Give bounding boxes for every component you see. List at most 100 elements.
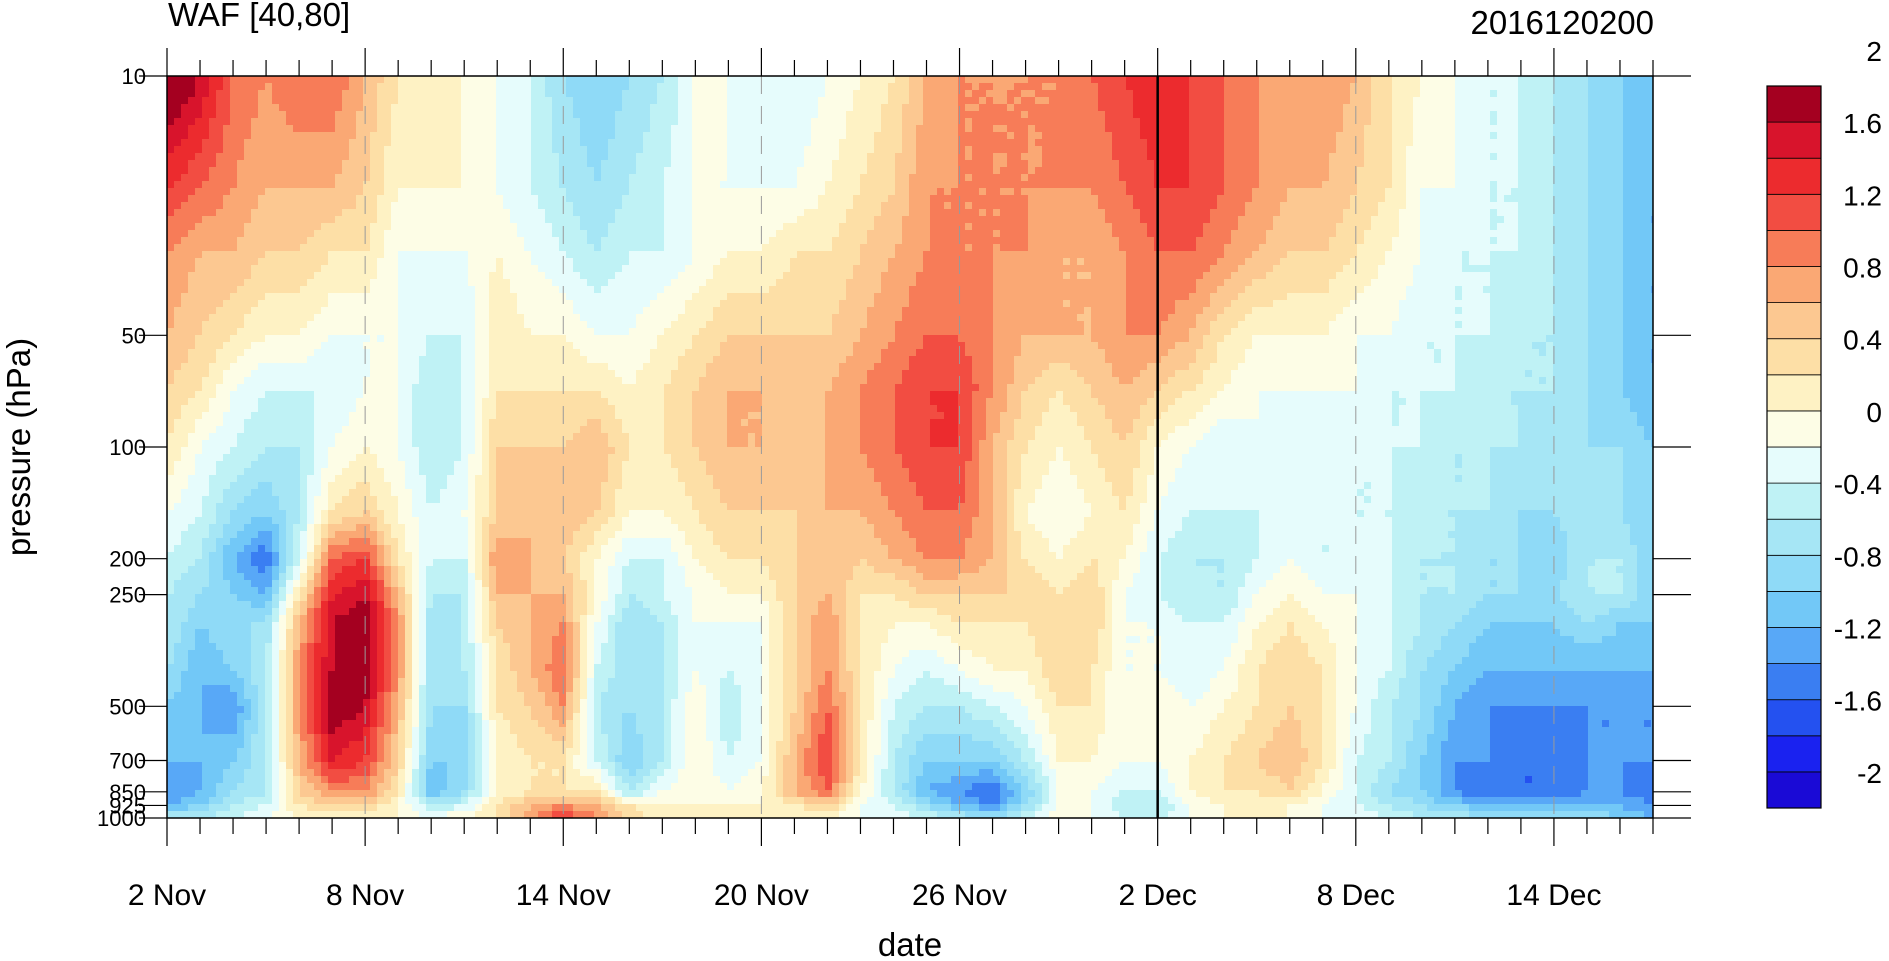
field-cell bbox=[839, 76, 847, 84]
field-cell bbox=[1469, 195, 1477, 203]
field-cell bbox=[1567, 167, 1575, 175]
field-cell bbox=[1301, 125, 1309, 133]
field-cell bbox=[1644, 216, 1652, 224]
field-cell bbox=[300, 202, 308, 210]
field-cell bbox=[1035, 216, 1043, 224]
field-cell bbox=[237, 174, 245, 182]
field-cell bbox=[1385, 202, 1393, 210]
field-cell bbox=[426, 139, 434, 147]
field-cell bbox=[510, 132, 518, 140]
field-cell bbox=[1371, 132, 1379, 140]
field-cell bbox=[328, 181, 336, 189]
field-cell bbox=[797, 230, 805, 238]
field-cell bbox=[1406, 230, 1414, 238]
field-cell bbox=[1014, 111, 1022, 119]
field-cell bbox=[797, 181, 805, 189]
field-cell bbox=[1308, 181, 1316, 189]
field-cell bbox=[1056, 153, 1064, 161]
field-cell bbox=[1427, 174, 1435, 182]
field-cell bbox=[377, 230, 385, 238]
field-cell bbox=[741, 174, 749, 182]
field-cell bbox=[1224, 223, 1232, 231]
field-cell bbox=[1420, 167, 1428, 175]
field-cell bbox=[657, 167, 665, 175]
field-cell bbox=[377, 83, 385, 91]
field-cell bbox=[972, 104, 980, 112]
field-cell bbox=[216, 230, 224, 238]
field-cell bbox=[629, 174, 637, 182]
field-cell bbox=[762, 237, 770, 245]
field-cell bbox=[1434, 216, 1442, 224]
field-cell bbox=[1175, 181, 1183, 189]
field-cell bbox=[538, 83, 546, 91]
field-cell bbox=[545, 237, 553, 245]
field-cell bbox=[979, 139, 987, 147]
field-cell bbox=[1063, 195, 1071, 203]
field-cell bbox=[587, 188, 595, 196]
field-cell bbox=[1329, 118, 1337, 126]
field-cell bbox=[1525, 188, 1533, 196]
field-cell bbox=[1070, 216, 1078, 224]
field-cell bbox=[685, 139, 693, 147]
field-cell bbox=[1000, 90, 1008, 98]
field-cell bbox=[524, 125, 532, 133]
field-cell bbox=[881, 104, 889, 112]
field-cell bbox=[860, 174, 868, 182]
field-cell bbox=[1511, 223, 1519, 231]
field-cell bbox=[1385, 216, 1393, 224]
field-cell bbox=[1161, 153, 1169, 161]
field-cell bbox=[573, 160, 581, 168]
field-cell bbox=[874, 146, 882, 154]
field-cell bbox=[1378, 181, 1386, 189]
field-cell bbox=[545, 76, 553, 84]
field-cell bbox=[258, 111, 266, 119]
field-cell bbox=[1560, 195, 1568, 203]
field-cell bbox=[1252, 181, 1260, 189]
field-cell bbox=[986, 139, 994, 147]
field-cell bbox=[1553, 188, 1561, 196]
field-cell bbox=[1252, 111, 1260, 119]
field-cell bbox=[356, 83, 364, 91]
field-cell bbox=[223, 125, 231, 133]
field-cell bbox=[1525, 230, 1533, 238]
field-cell bbox=[1525, 174, 1533, 182]
field-cell bbox=[1294, 195, 1302, 203]
field-cell bbox=[1196, 230, 1204, 238]
field-cell bbox=[678, 237, 686, 245]
field-cell bbox=[867, 132, 875, 140]
field-cell bbox=[510, 174, 518, 182]
field-cell bbox=[881, 125, 889, 133]
field-cell bbox=[552, 125, 560, 133]
field-cell bbox=[1126, 111, 1134, 119]
field-cell bbox=[1630, 76, 1638, 84]
field-cell bbox=[888, 167, 896, 175]
field-cell bbox=[895, 104, 903, 112]
field-cell bbox=[1287, 97, 1295, 105]
field-cell bbox=[475, 230, 483, 238]
field-cell bbox=[1028, 83, 1036, 91]
field-cell bbox=[727, 118, 735, 126]
field-cell bbox=[1238, 223, 1246, 231]
field-cell bbox=[1175, 188, 1183, 196]
field-cell bbox=[1322, 104, 1330, 112]
field-cell bbox=[888, 174, 896, 182]
field-cell bbox=[587, 146, 595, 154]
field-cell bbox=[454, 76, 462, 84]
field-cell bbox=[237, 230, 245, 238]
field-cell bbox=[181, 195, 189, 203]
field-cell bbox=[580, 202, 588, 210]
field-cell bbox=[615, 230, 623, 238]
field-cell bbox=[818, 195, 826, 203]
field-cell bbox=[1476, 181, 1484, 189]
field-cell bbox=[1028, 174, 1036, 182]
field-cell bbox=[1042, 146, 1050, 154]
field-cell bbox=[545, 97, 553, 105]
field-cell bbox=[1077, 223, 1085, 231]
field-cell bbox=[1525, 160, 1533, 168]
field-cell bbox=[1301, 202, 1309, 210]
field-cell bbox=[769, 195, 777, 203]
field-cell bbox=[342, 97, 350, 105]
field-cell bbox=[293, 125, 301, 133]
field-cell bbox=[461, 174, 469, 182]
field-cell bbox=[580, 160, 588, 168]
